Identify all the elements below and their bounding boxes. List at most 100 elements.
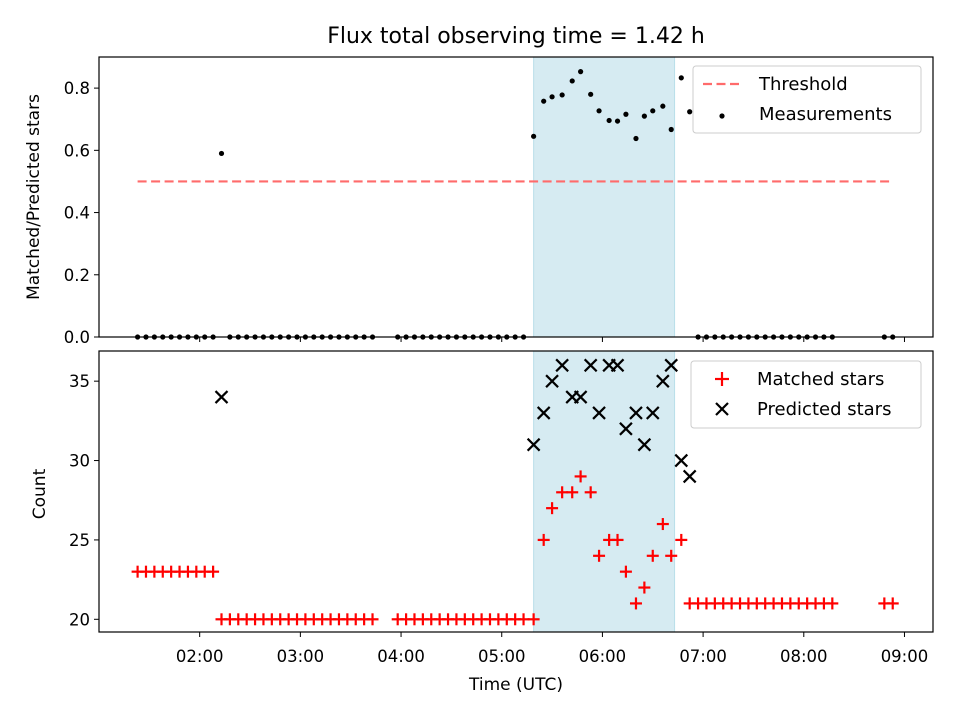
- x-tick-label: 05:00: [478, 647, 526, 666]
- measurement-point: [633, 135, 639, 142]
- predicted-star-point: [674, 453, 689, 468]
- top-highlight-span: [533, 56, 676, 338]
- top-y-ticks: 0.0 0.2 0.4 0.6 0.8: [64, 79, 99, 347]
- measurement-point: [578, 69, 584, 75]
- matched-star-point: [574, 470, 587, 483]
- y-tick-label: 20: [69, 610, 90, 629]
- measurement-point: [559, 92, 565, 98]
- y-tick-label: 35: [69, 372, 90, 391]
- measurement-point: [623, 111, 629, 117]
- predicted-star-point: [664, 358, 678, 373]
- top-x-ticks: [199, 337, 905, 342]
- measurement-point: [531, 133, 537, 139]
- matched-star-point: [675, 533, 688, 546]
- matched-star-point: [537, 533, 550, 546]
- x-tick-label: 09:00: [881, 647, 929, 666]
- predicted-legend-label: Predicted stars: [757, 399, 891, 420]
- bottom-legend: Matched stars Predicted stars: [690, 360, 922, 429]
- y-tick-label: 25: [69, 531, 90, 550]
- matched-star-point: [556, 486, 569, 499]
- matched-star-point: [646, 549, 659, 562]
- x-axis-label: Time (UTC): [468, 675, 563, 695]
- matched-legend-swatch: [715, 372, 729, 386]
- matched-star-point: [546, 502, 559, 515]
- predicted-star-point: [545, 374, 559, 388]
- matched-star-point: [527, 613, 540, 626]
- measurement-point: [687, 109, 693, 115]
- matched-star-point: [366, 613, 379, 626]
- y-tick-label: 0.0: [64, 328, 90, 347]
- x-tick-label: 06:00: [579, 647, 627, 666]
- measurement-point: [660, 103, 666, 109]
- matched-star-point: [584, 486, 597, 499]
- measurement-point: [549, 94, 555, 100]
- predicted-star-point: [610, 358, 625, 373]
- measurement-point: [218, 150, 225, 157]
- predicted-star-point: [573, 390, 588, 404]
- matched-star-point: [517, 613, 530, 626]
- matched-star-point: [566, 486, 579, 499]
- bottom-axes-frame: [98, 350, 934, 633]
- top-panel: 0.00.20.40.60.8 Matched/Predicted stars …: [24, 56, 934, 347]
- predicted-star-point: [526, 437, 541, 452]
- bottom-highlight-span: [533, 350, 676, 633]
- x-tick-label: 08:00: [780, 647, 828, 666]
- bottom-y-axis-label: Count: [30, 468, 50, 519]
- measurement-point: [588, 91, 594, 97]
- matched-star-points: [131, 470, 899, 626]
- top-axes-frame: [98, 56, 934, 338]
- x-tick-label: 07:00: [679, 647, 727, 666]
- measurements-legend-swatch: [719, 113, 725, 119]
- matched-star-point: [886, 597, 899, 610]
- y-tick-label: 30: [69, 452, 90, 471]
- predicted-star-point: [682, 469, 697, 484]
- measurement-point: [596, 108, 602, 114]
- top-legend: Threshold Measurements: [692, 65, 922, 134]
- predicted-star-point: [583, 358, 598, 373]
- matched-star-point: [638, 581, 651, 594]
- y-tick-label: 0.2: [64, 266, 90, 285]
- measurement-point: [678, 75, 684, 81]
- measurement-point: [541, 98, 547, 104]
- predicted-star-point: [536, 406, 551, 420]
- predicted-star-point: [656, 374, 670, 388]
- matched-star-point: [593, 549, 606, 562]
- measurements-legend-label: Measurements: [759, 104, 892, 125]
- y-tick-label: 0.8: [64, 79, 90, 98]
- bottom-x-ticks: 02:00 03:00 04:00 05:00 06:00 07:00 08:00 09:00: [176, 632, 928, 666]
- measurement-point: [641, 113, 647, 119]
- predicted-star-point: [637, 437, 652, 452]
- matched-star-point: [665, 549, 678, 562]
- predicted-star-point: [592, 406, 606, 420]
- bottom-y-ticks: 20 25 30 35: [69, 372, 99, 629]
- threshold-legend-label: Threshold: [758, 74, 848, 95]
- matched-star-point: [207, 565, 220, 578]
- predicted-star-point: [619, 422, 633, 436]
- predicted-star-points: [214, 358, 697, 484]
- measurement-point: [650, 108, 656, 114]
- measurement-point: [668, 126, 674, 133]
- matched-star-point: [826, 597, 839, 610]
- measurement-point: [606, 117, 612, 124]
- top-legend-box: [692, 65, 922, 134]
- predicted-star-point: [214, 390, 229, 404]
- predicted-star-point: [555, 358, 569, 373]
- x-tick-label: 03:00: [277, 647, 325, 666]
- x-tick-label: 04:00: [377, 647, 425, 666]
- matched-legend-label: Matched stars: [757, 369, 884, 390]
- matched-star-point: [656, 518, 669, 531]
- chart-title: Flux total observing time = 1.42 h: [327, 24, 705, 49]
- predicted-legend-swatch: [715, 402, 729, 416]
- matched-star-point: [619, 565, 632, 578]
- bottom-legend-box: [690, 360, 922, 429]
- matched-star-point: [611, 533, 624, 546]
- predicted-star-point: [629, 406, 643, 420]
- matched-star-point: [629, 597, 642, 610]
- measurement-point: [614, 118, 621, 124]
- predicted-star-point: [645, 406, 660, 420]
- measurement-point: [569, 78, 575, 84]
- top-y-axis-label: Matched/Predicted stars: [24, 94, 44, 300]
- y-tick-label: 0.6: [64, 141, 90, 160]
